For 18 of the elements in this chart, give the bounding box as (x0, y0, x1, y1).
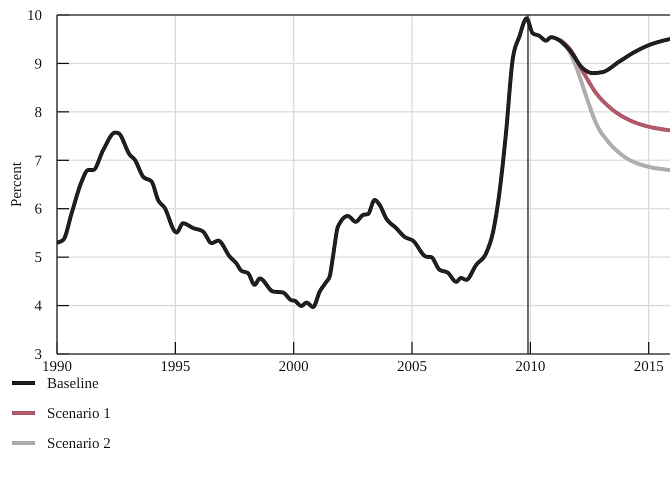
y-tick-label: 7 (34, 153, 42, 170)
y-tick-label: 4 (34, 298, 42, 315)
y-tick-label: 10 (27, 8, 42, 24)
y-tick-label: 9 (34, 56, 42, 72)
y-tick-label: 6 (34, 202, 42, 218)
x-tick-label: 1995 (160, 359, 190, 375)
x-tick-label: 2005 (397, 359, 428, 375)
x-tick-label: 2000 (278, 359, 309, 375)
x-tick-label: 1990 (42, 359, 72, 375)
legend-label: Scenario 2 (47, 436, 111, 452)
y-tick-label: 3 (34, 347, 42, 363)
x-tick-label: 2010 (515, 359, 546, 375)
x-tick-label: 2015 (634, 359, 664, 375)
y-axis-title: Percent (9, 161, 25, 207)
y-tick-label: 5 (34, 250, 42, 266)
legend-label: Scenario 1 (47, 406, 111, 422)
legend-label: Baseline (47, 376, 99, 392)
y-tick-label: 8 (34, 104, 42, 121)
